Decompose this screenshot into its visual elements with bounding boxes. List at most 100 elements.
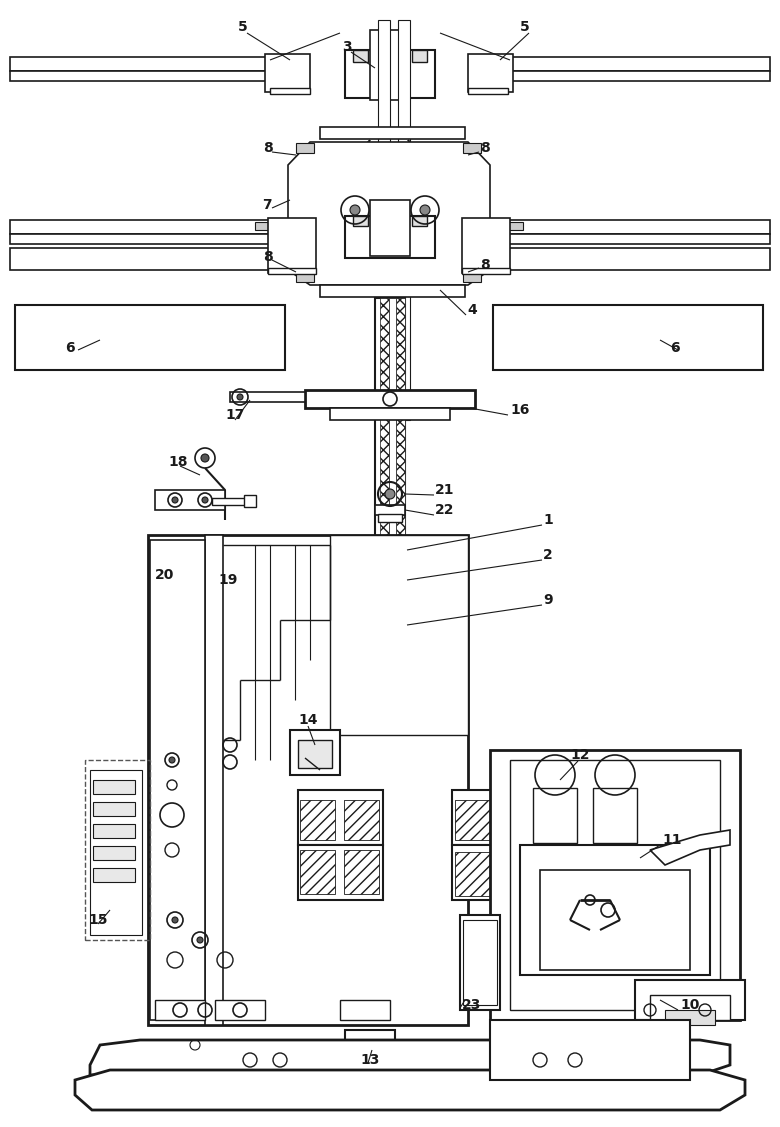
Bar xyxy=(290,730,340,775)
Bar xyxy=(452,790,507,845)
Bar xyxy=(265,66,283,71)
Text: 8: 8 xyxy=(263,250,273,264)
Text: 6: 6 xyxy=(65,341,75,355)
Circle shape xyxy=(201,454,209,462)
Bar xyxy=(490,57,770,71)
Bar xyxy=(300,850,335,894)
Bar xyxy=(505,222,523,230)
Text: 4: 4 xyxy=(467,303,477,317)
Bar xyxy=(93,868,135,882)
Bar xyxy=(490,749,740,1020)
Circle shape xyxy=(350,205,360,215)
Bar xyxy=(15,305,285,370)
Polygon shape xyxy=(75,1070,745,1110)
Bar xyxy=(665,1010,715,1024)
Bar xyxy=(268,268,316,274)
Text: 3: 3 xyxy=(342,39,352,54)
Bar xyxy=(10,234,270,245)
Bar xyxy=(412,50,427,62)
Bar xyxy=(463,143,481,153)
Bar xyxy=(380,298,389,718)
Bar xyxy=(93,780,135,795)
Bar xyxy=(508,248,770,270)
Bar xyxy=(635,980,745,1020)
Bar xyxy=(463,272,481,282)
Bar xyxy=(650,995,730,1020)
Bar xyxy=(490,71,770,81)
Bar xyxy=(93,824,135,838)
Bar xyxy=(265,54,310,92)
Bar xyxy=(468,88,508,94)
Text: 23: 23 xyxy=(462,999,481,1012)
Bar xyxy=(155,490,225,511)
Bar xyxy=(320,285,465,298)
Bar xyxy=(265,59,283,66)
Bar xyxy=(10,57,300,71)
Bar xyxy=(340,1000,390,1020)
Bar xyxy=(298,845,383,900)
Polygon shape xyxy=(90,1040,730,1075)
Text: 6: 6 xyxy=(670,341,679,355)
Text: 5: 5 xyxy=(238,20,248,34)
Bar xyxy=(344,800,379,840)
Polygon shape xyxy=(288,142,490,285)
Text: 19: 19 xyxy=(218,573,237,587)
Text: 5: 5 xyxy=(520,20,530,34)
Bar xyxy=(396,298,405,718)
Text: 16: 16 xyxy=(510,403,530,417)
Bar xyxy=(460,915,500,1010)
Bar xyxy=(593,788,637,843)
Bar xyxy=(10,248,270,270)
Bar xyxy=(462,268,510,274)
Text: 7: 7 xyxy=(262,198,271,212)
Text: 17: 17 xyxy=(225,408,244,421)
Bar xyxy=(90,770,142,935)
Bar xyxy=(93,846,135,860)
Bar xyxy=(255,222,273,230)
Text: 13: 13 xyxy=(360,1053,379,1067)
Text: 12: 12 xyxy=(570,748,590,762)
Bar xyxy=(412,216,427,227)
Bar xyxy=(389,298,396,718)
Bar xyxy=(230,392,305,402)
Bar xyxy=(493,305,763,370)
Bar xyxy=(215,1000,265,1020)
Text: 8: 8 xyxy=(480,141,490,156)
Circle shape xyxy=(202,497,208,503)
Bar xyxy=(490,59,508,66)
Bar xyxy=(490,66,508,71)
Bar xyxy=(330,535,468,735)
Text: 11: 11 xyxy=(662,833,682,848)
Text: 1: 1 xyxy=(543,513,553,527)
Bar xyxy=(296,143,314,153)
Bar xyxy=(345,216,435,258)
Bar xyxy=(463,920,497,1005)
Bar xyxy=(345,50,435,98)
Bar xyxy=(375,298,405,718)
Bar xyxy=(370,199,410,256)
Circle shape xyxy=(169,757,175,763)
Text: 20: 20 xyxy=(155,568,175,582)
Bar xyxy=(520,845,710,975)
Bar xyxy=(370,30,410,100)
Bar xyxy=(533,788,577,843)
Bar xyxy=(540,870,690,970)
Polygon shape xyxy=(650,829,730,866)
Bar xyxy=(468,54,513,92)
Bar xyxy=(268,218,316,273)
Circle shape xyxy=(172,917,178,923)
Circle shape xyxy=(197,937,203,943)
Bar xyxy=(455,800,500,840)
Bar xyxy=(10,71,300,81)
Bar xyxy=(270,88,310,94)
Text: 10: 10 xyxy=(680,999,700,1012)
Bar xyxy=(375,505,405,515)
Bar xyxy=(360,1050,380,1062)
Bar xyxy=(212,498,247,505)
Bar xyxy=(205,535,223,1024)
Bar xyxy=(398,20,410,420)
Bar xyxy=(508,220,770,234)
Bar xyxy=(296,272,314,282)
Bar xyxy=(148,535,468,1024)
Bar xyxy=(378,20,390,420)
